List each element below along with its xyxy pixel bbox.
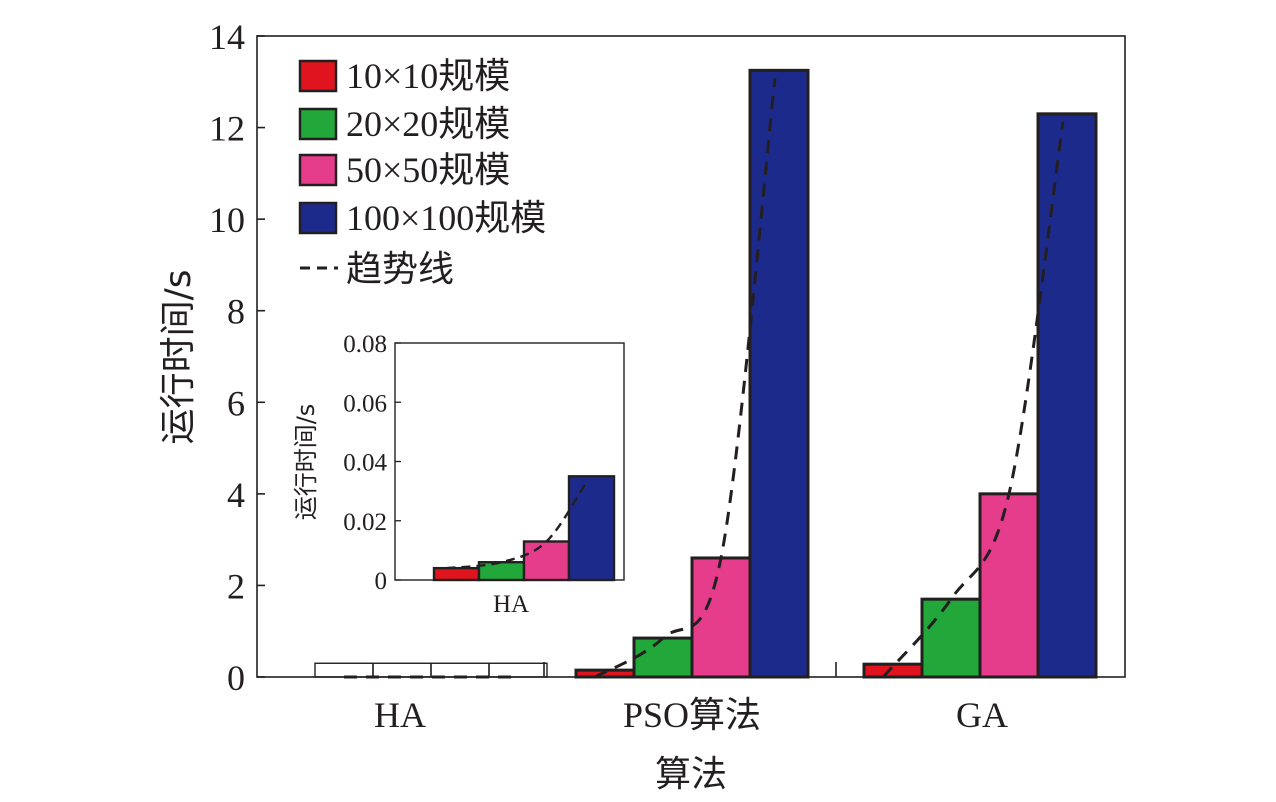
x-tick-label: PSO算法: [623, 695, 761, 735]
bar-4-cat-1: [488, 662, 548, 678]
bar-1-cat-1: [314, 662, 374, 678]
inset-y-tick-label: 0.02: [343, 509, 387, 536]
inset-x-tick-label: HA: [493, 591, 529, 618]
y-tick-label: 14: [209, 17, 245, 57]
bar-3-cat-3: [978, 492, 1040, 679]
x-axis-title: 算法: [655, 754, 727, 795]
bar-2-cat-3: [920, 597, 982, 679]
bar-4-cat-3: [1036, 112, 1098, 679]
legend-swatch-4: [298, 201, 338, 235]
bar-4-cat-2: [748, 68, 810, 679]
legend-label-3: 50×50规模: [346, 150, 510, 190]
legend-swatch-2: [298, 107, 338, 141]
legend-label-1: 10×10规模: [346, 56, 510, 96]
inset-bar-4: [567, 475, 616, 582]
y-tick-label: 8: [227, 292, 245, 332]
inset-y-tick-label: 0.08: [343, 331, 387, 358]
y-tick-label: 4: [227, 475, 245, 515]
legend-swatch-3: [298, 153, 338, 187]
y-tick-label: 0: [227, 658, 245, 698]
legend-trend-label: 趋势线: [346, 249, 454, 289]
legend-label-2: 20×20规模: [346, 104, 510, 144]
y-tick-label: 6: [227, 383, 245, 423]
bar-1-cat-3: [862, 662, 924, 679]
trend-line-cat-3: [881, 121, 1065, 678]
legend-label-4: 100×100规模: [346, 198, 546, 238]
inset-bar-3: [522, 540, 571, 582]
inset-bar-2: [477, 561, 526, 582]
inset-y-tick-label: 0.04: [343, 450, 387, 477]
inset-y-tick-label: 0: [375, 568, 388, 595]
y-tick-label: 12: [209, 109, 245, 149]
trend-line-cat-2: [594, 78, 777, 679]
inset-y-tick-label: 0.06: [343, 390, 387, 417]
legend-swatch-1: [298, 59, 338, 93]
y-tick-label: 10: [209, 200, 245, 240]
x-tick-label: HA: [374, 695, 426, 735]
bar-2-cat-2: [632, 636, 694, 679]
bar-3-cat-1: [430, 662, 490, 678]
x-tick-label: GA: [956, 695, 1008, 735]
y-tick-label: 2: [227, 566, 245, 606]
inset-y-axis-title: 运行时间/s: [292, 404, 320, 521]
bar-2-cat-1: [372, 662, 432, 678]
y-axis-title: 运行时间/s: [158, 270, 199, 445]
inset-trend-line: [446, 479, 589, 570]
inset-bar-1: [432, 566, 481, 582]
